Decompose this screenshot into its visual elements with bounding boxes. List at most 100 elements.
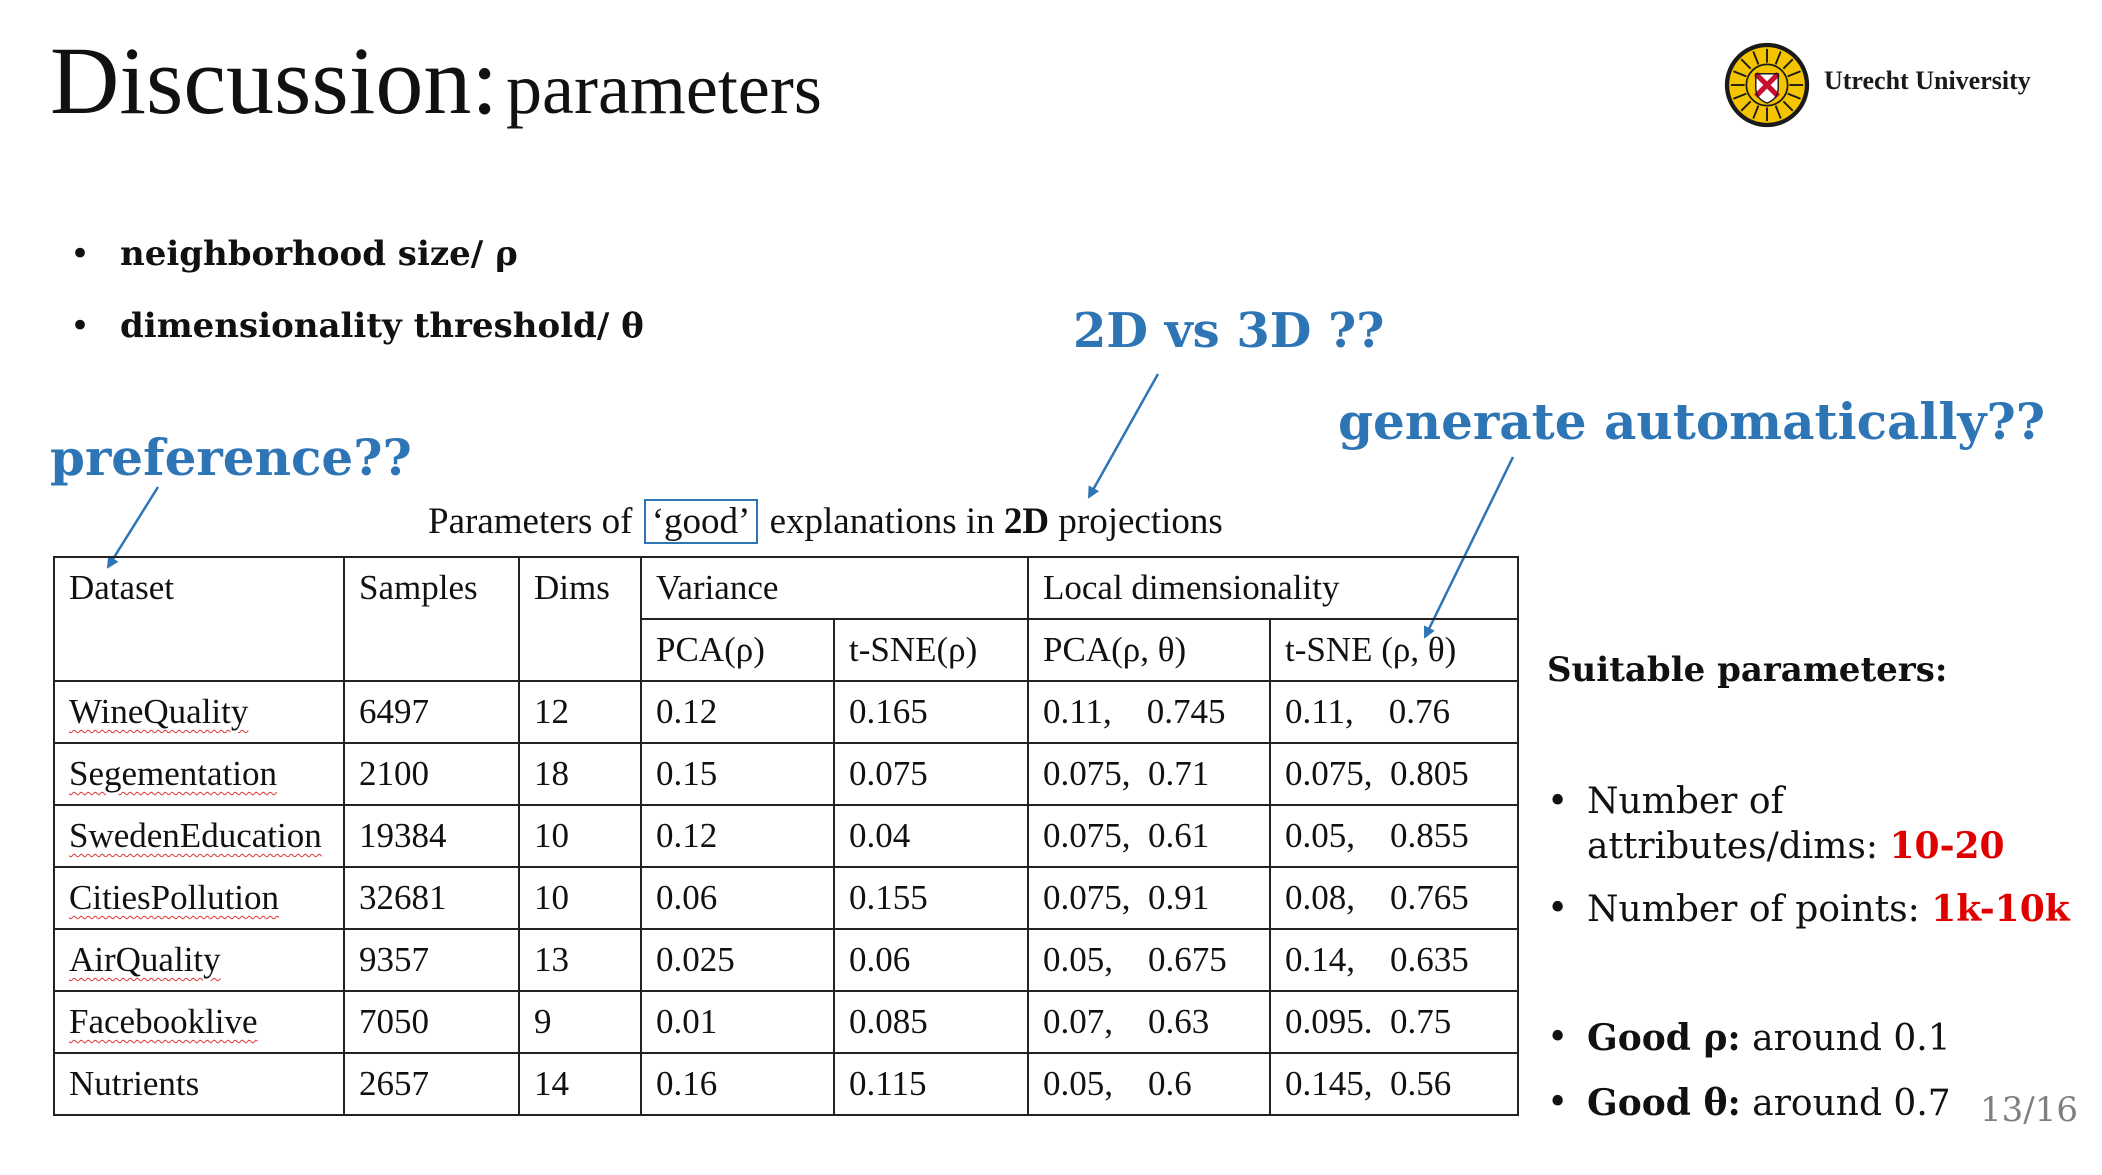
cell-variance-pca: 0.06 <box>640 866 835 930</box>
cell-local-tsne: 0.145, 0.56 <box>1269 1052 1519 1116</box>
cell-variance-pca: 0.15 <box>640 742 835 806</box>
theta-value: around 0.7 <box>1740 1083 1951 1124</box>
cell-dataset: SwedenEducation <box>53 804 345 868</box>
table-row: CitiesPollution 32681 10 0.06 0.155 0.07… <box>53 866 1519 930</box>
logo-text: Utrecht University <box>1824 66 2031 95</box>
table-caption: Parameters of ‘good’ explanations in 2D … <box>428 499 1223 544</box>
header-variance-tsne: t-SNE(ρ) <box>833 618 1029 682</box>
header-local-dimensionality: Local dimensionality <box>1027 556 1519 620</box>
cell-dataset: Facebooklive <box>53 990 345 1054</box>
cell-dims: 13 <box>518 928 642 992</box>
header-dataset: Dataset <box>53 556 345 682</box>
cell-variance-pca: 0.025 <box>640 928 835 992</box>
cell-variance-tsne: 0.04 <box>833 804 1029 868</box>
header-dims: Dims <box>518 556 642 682</box>
cell-local-tsne: 0.075, 0.805 <box>1269 742 1519 806</box>
cell-local-tsne: 0.14, 0.635 <box>1269 928 1519 992</box>
attrs-label-line1: Number of <box>1587 781 1784 822</box>
cell-dims: 12 <box>518 680 642 744</box>
cell-local-pca: 0.07, 0.63 <box>1027 990 1271 1054</box>
cell-dims: 14 <box>518 1052 642 1116</box>
cell-variance-tsne: 0.155 <box>833 866 1029 930</box>
theta-label: Good θ: <box>1587 1082 1741 1124</box>
cell-variance-pca: 0.12 <box>640 804 835 868</box>
bullet-threshold: dimensionality threshold/ θ <box>70 298 644 370</box>
cell-dims: 18 <box>518 742 642 806</box>
attrs-value: 10-20 <box>1889 825 2005 867</box>
cell-local-pca: 0.05, 0.675 <box>1027 928 1271 992</box>
cell-dims: 10 <box>518 866 642 930</box>
cell-variance-tsne: 0.075 <box>833 742 1029 806</box>
table-row: Facebooklive 7050 9 0.01 0.085 0.07, 0.6… <box>53 990 1519 1054</box>
parameters-table: Dataset Samples Dims Variance Local dime… <box>53 556 1519 1116</box>
suitable-parameter-values: Good ρ: around 0.1 Good θ: around 0.7 <box>1547 1016 1951 1146</box>
cell-dataset: WineQuality <box>53 680 345 744</box>
suitable-parameters-heading: Suitable parameters: <box>1547 650 1948 690</box>
cell-variance-tsne: 0.115 <box>833 1052 1029 1116</box>
parameter-list: neighborhood size/ ρ dimensionality thre… <box>70 226 644 370</box>
table-row: Segementation 2100 18 0.15 0.075 0.075, … <box>53 742 1519 806</box>
cell-dataset: Segementation <box>53 742 345 806</box>
cell-local-pca: 0.075, 0.71 <box>1027 742 1271 806</box>
cell-dataset: AirQuality <box>53 928 345 992</box>
cell-variance-tsne: 0.165 <box>833 680 1029 744</box>
caption-mid: explanations in <box>769 501 995 542</box>
caption-pre: Parameters of <box>428 501 633 542</box>
rho-label: Good ρ: <box>1587 1017 1741 1059</box>
cell-samples: 9357 <box>343 928 520 992</box>
slide-title: Discussion: parameters <box>50 28 822 134</box>
header-samples: Samples <box>343 556 520 682</box>
header-variance: Variance <box>640 556 1029 620</box>
table-row: AirQuality 9357 13 0.025 0.06 0.05, 0.67… <box>53 928 1519 992</box>
annotation-preference: preference?? <box>50 428 412 487</box>
header-local-tsne: t-SNE (ρ, θ) <box>1269 618 1519 682</box>
caption-post: projections <box>1058 501 1223 542</box>
cell-local-pca: 0.11, 0.745 <box>1027 680 1271 744</box>
cell-variance-pca: 0.01 <box>640 990 835 1054</box>
cell-variance-tsne: 0.085 <box>833 990 1029 1054</box>
caption-boxed-word: ‘good’ <box>643 499 759 544</box>
annotation-2d-vs-3d: 2D vs 3D ?? <box>1073 303 1385 359</box>
cell-variance-tsne: 0.06 <box>833 928 1029 992</box>
points-label: Number of points: <box>1587 889 1932 930</box>
rho-value: around 0.1 <box>1740 1018 1951 1059</box>
cell-samples: 7050 <box>343 990 520 1054</box>
caption-bold: 2D <box>1003 501 1050 542</box>
cell-dataset: CitiesPollution <box>53 866 345 930</box>
cell-samples: 6497 <box>343 680 520 744</box>
bullet-number-of-points: Number of points: 1k-10k <box>1547 887 2070 932</box>
attrs-label-line2: attributes/dims: <box>1587 826 1890 867</box>
arrow-preference <box>106 486 160 569</box>
table-row: SwedenEducation 19384 10 0.12 0.04 0.075… <box>53 804 1519 868</box>
table-subheader-row: PCA(ρ) t-SNE(ρ) PCA(ρ, θ) t-SNE (ρ, θ) <box>54 618 1519 682</box>
bullet-neighborhood: neighborhood size/ ρ <box>70 226 644 298</box>
cell-samples: 19384 <box>343 804 520 868</box>
cell-local-pca: 0.05, 0.6 <box>1027 1052 1271 1116</box>
cell-variance-pca: 0.12 <box>640 680 835 744</box>
cell-local-tsne: 0.095. 0.75 <box>1269 990 1519 1054</box>
cell-dims: 9 <box>518 990 642 1054</box>
cell-samples: 2657 <box>343 1052 520 1116</box>
points-value: 1k-10k <box>1931 888 2070 930</box>
cell-dataset: Nutrients <box>53 1052 345 1116</box>
cell-local-tsne: 0.08, 0.765 <box>1269 866 1519 930</box>
title-main: Discussion: <box>50 27 499 134</box>
bullet-good-theta: Good θ: around 0.7 <box>1547 1081 1951 1126</box>
annotation-generate-automatically: generate automatically?? <box>1338 392 2046 451</box>
table-row: WineQuality 6497 12 0.12 0.165 0.11, 0.7… <box>53 680 1519 744</box>
cell-samples: 32681 <box>343 866 520 930</box>
page-number: 13/16 <box>1980 1090 2078 1130</box>
header-local-pca: PCA(ρ, θ) <box>1027 618 1271 682</box>
arrow-2d-vs-3d <box>1087 373 1160 499</box>
bullet-good-rho: Good ρ: around 0.1 <box>1547 1016 1951 1061</box>
table-row: Nutrients 2657 14 0.16 0.115 0.05, 0.6 0… <box>53 1052 1519 1116</box>
sun-seal-icon <box>1724 42 1810 128</box>
cell-dims: 10 <box>518 804 642 868</box>
cell-local-pca: 0.075, 0.91 <box>1027 866 1271 930</box>
header-variance-pca: PCA(ρ) <box>640 618 835 682</box>
cell-variance-pca: 0.16 <box>640 1052 835 1116</box>
cell-samples: 2100 <box>343 742 520 806</box>
cell-local-tsne: 0.05, 0.855 <box>1269 804 1519 868</box>
